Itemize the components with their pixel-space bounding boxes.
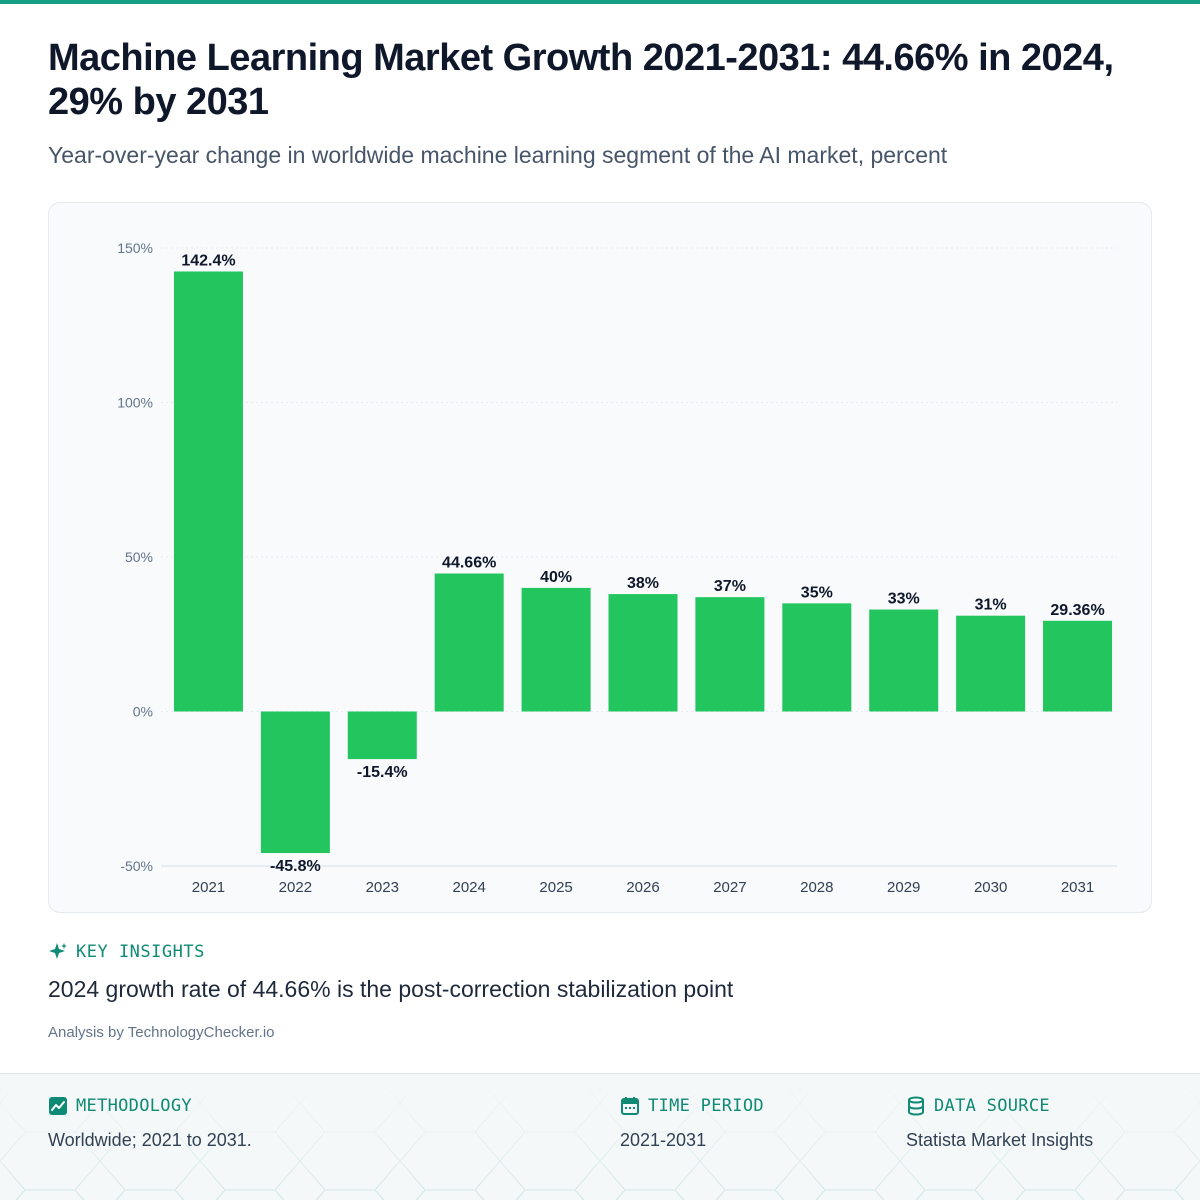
- page-title: Machine Learning Market Growth 2021-2031…: [48, 37, 1114, 123]
- key-insights-label: KEY INSIGHTS: [76, 942, 205, 962]
- top-accent-bar: [0, 0, 1200, 4]
- y-tick-label: 0%: [133, 704, 153, 720]
- data-label: 31%: [975, 597, 1007, 614]
- attribution: Analysis by TechnologyChecker.io: [48, 1024, 275, 1041]
- bar: [956, 615, 1026, 712]
- methodology-section: METHODOLOGY Worldwide; 2021 to 2031.: [48, 1096, 252, 1151]
- x-tick-label: 2025: [539, 879, 572, 896]
- bar: [782, 603, 852, 712]
- bar: [695, 597, 765, 712]
- y-tick-label: -50%: [120, 858, 153, 874]
- data-label: 44.66%: [442, 555, 496, 572]
- database-icon: [908, 1096, 924, 1116]
- y-tick-label: 50%: [125, 549, 153, 565]
- key-insights: KEY INSIGHTS 2024 growth rate of 44.66% …: [48, 942, 733, 1003]
- chart-card: 150% 100% 50% 0% -50% 142.4% 2021 -45.8% 2022 -15…: [48, 202, 1152, 913]
- data-label: 142.4%: [181, 252, 235, 269]
- x-tick-label: 2024: [452, 879, 485, 896]
- data-source-section: DATA SOURCE Statista Market Insights: [906, 1096, 1093, 1151]
- data-label: 37%: [714, 578, 746, 595]
- x-tick-label: 2026: [626, 879, 659, 896]
- hexagon-pattern: [0, 1074, 1200, 1200]
- key-insights-text: 2024 growth rate of 44.66% is the post-c…: [48, 976, 734, 1002]
- x-tick-label: 2031: [1061, 879, 1094, 896]
- x-tick-label: 2029: [887, 879, 920, 896]
- time-period-text: 2021-2031: [620, 1130, 707, 1150]
- page-subtitle: Year-over-year change in worldwide machi…: [48, 142, 948, 168]
- bar: [869, 609, 939, 712]
- key-insights-heading: KEY INSIGHTS: [48, 942, 733, 962]
- bar-chart: 150% 100% 50% 0% -50% 142.4% 2021 -45.8% 2022 -15…: [117, 240, 1117, 896]
- data-label: -45.8%: [270, 858, 321, 875]
- bar: [173, 271, 243, 712]
- calendar-icon: [621, 1097, 639, 1115]
- footer: METHODOLOGY Worldwide; 2021 to 2031. TIM…: [0, 1073, 1200, 1200]
- bar: [608, 594, 678, 712]
- x-tick-label: 2022: [279, 879, 312, 896]
- methodology-text: Worldwide; 2021 to 2031.: [48, 1130, 252, 1150]
- bar: [347, 711, 417, 760]
- x-tick-label: 2028: [800, 879, 833, 896]
- methodology-label: METHODOLOGY: [76, 1096, 192, 1116]
- data-label: 33%: [888, 591, 920, 608]
- bar: [434, 573, 504, 712]
- x-tick-label: 2027: [713, 879, 746, 896]
- data-label: 35%: [801, 584, 833, 601]
- x-tick-label: 2021: [192, 879, 225, 896]
- x-tick-label: 2030: [974, 879, 1007, 896]
- time-period-label: TIME PERIOD: [648, 1096, 764, 1116]
- bar: [521, 587, 591, 712]
- x-tick-label: 2023: [366, 879, 399, 896]
- data-label: 40%: [540, 569, 572, 586]
- data-source-text: Statista Market Insights: [906, 1130, 1094, 1150]
- y-tick-label: 150%: [117, 240, 153, 256]
- data-label: 38%: [627, 575, 659, 592]
- time-period-section: TIME PERIOD 2021-2031: [620, 1096, 764, 1151]
- chart-icon: [49, 1097, 67, 1115]
- bar: [260, 711, 330, 854]
- data-label: -15.4%: [357, 764, 408, 781]
- sparkle-icon: [49, 943, 67, 959]
- bar: [1043, 620, 1113, 712]
- data-label: 29.36%: [1050, 602, 1104, 619]
- y-tick-label: 100%: [117, 395, 153, 411]
- data-source-label: DATA SOURCE: [934, 1096, 1050, 1116]
